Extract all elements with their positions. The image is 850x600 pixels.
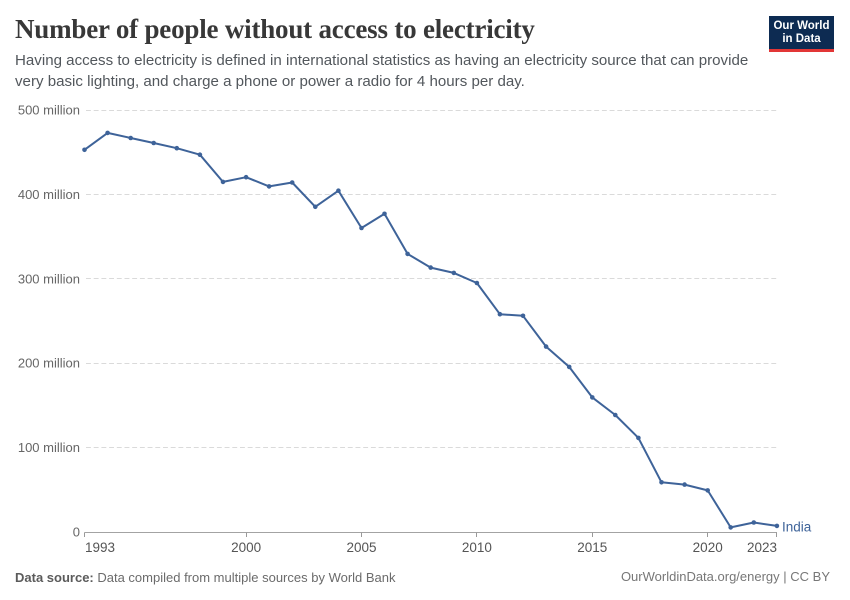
svg-text:India: India	[782, 520, 812, 535]
svg-text:2010: 2010	[462, 540, 492, 555]
svg-text:2023: 2023	[747, 540, 777, 555]
svg-text:200 million: 200 million	[18, 356, 80, 371]
svg-text:100 million: 100 million	[18, 440, 80, 455]
svg-text:300 million: 300 million	[18, 271, 80, 286]
svg-text:1993: 1993	[85, 540, 115, 555]
svg-text:400 million: 400 million	[18, 187, 80, 202]
svg-text:2020: 2020	[693, 540, 723, 555]
svg-text:2005: 2005	[346, 540, 376, 555]
svg-text:500 million: 500 million	[18, 103, 80, 118]
svg-text:2015: 2015	[577, 540, 607, 555]
svg-text:0: 0	[73, 525, 80, 540]
svg-text:2000: 2000	[231, 540, 261, 555]
